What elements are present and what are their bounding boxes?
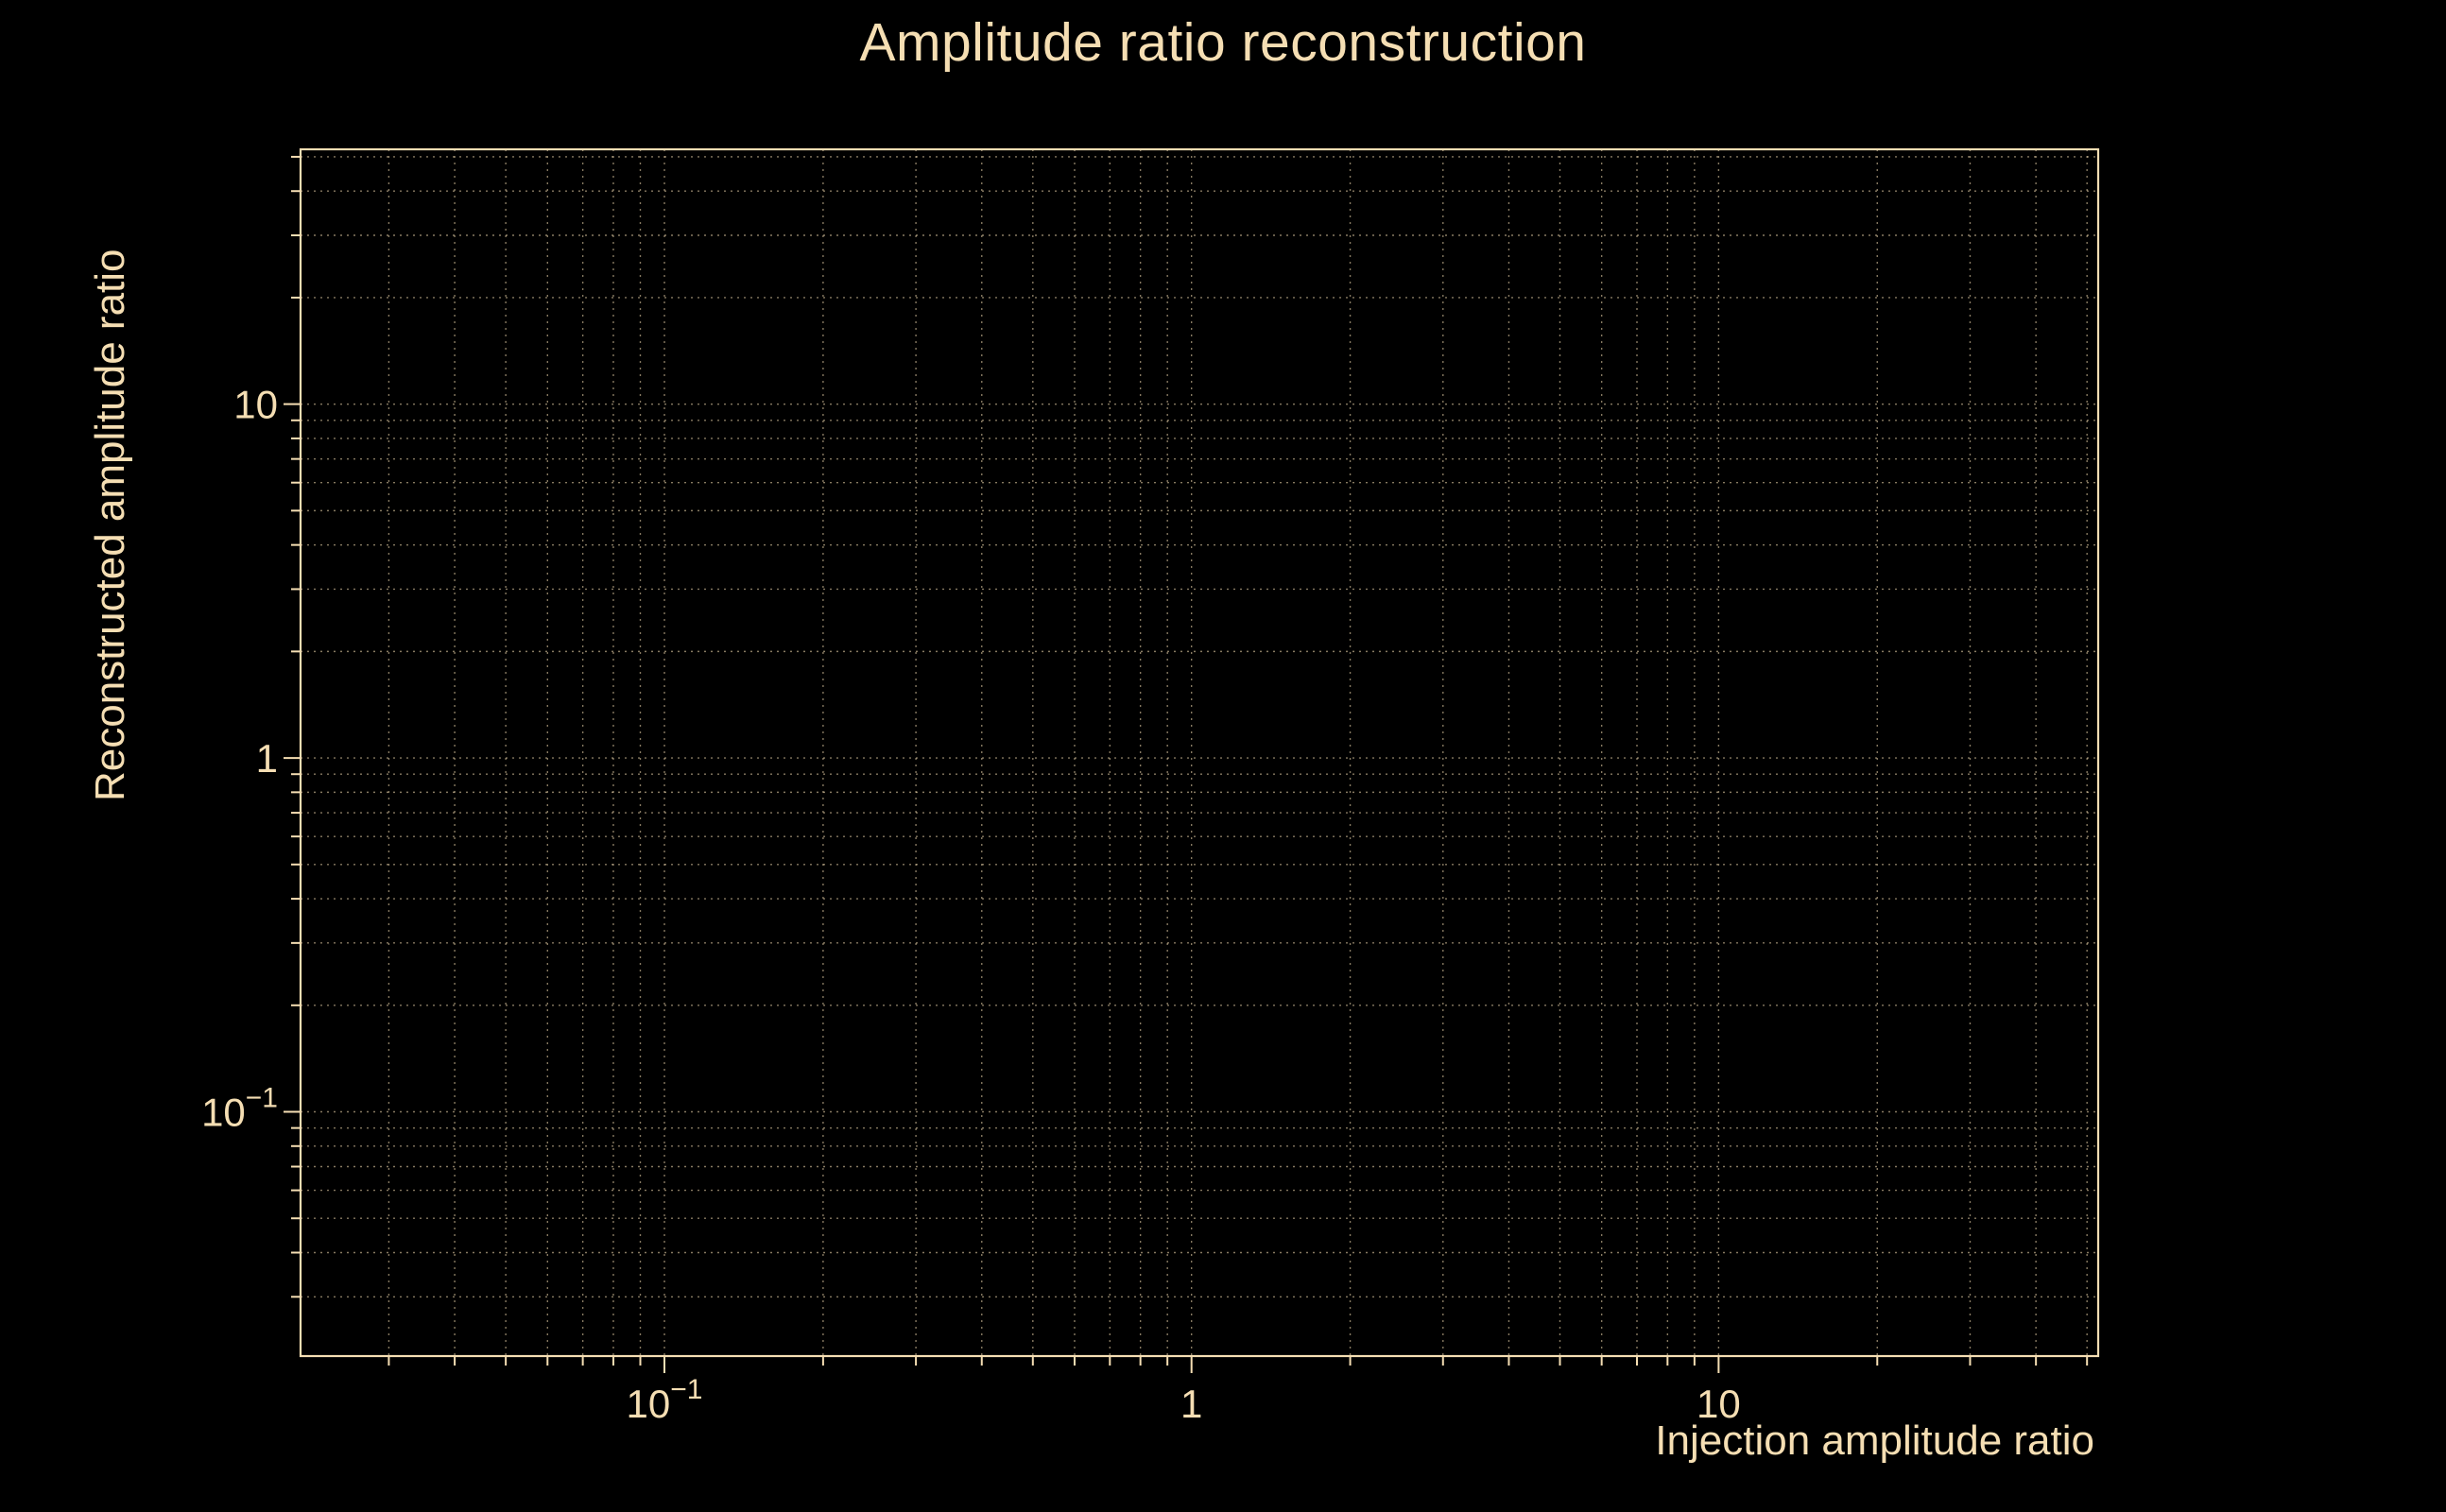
x-tick-label: 10−1 bbox=[627, 1374, 703, 1426]
chart-title: Amplitude ratio reconstruction bbox=[859, 12, 1587, 73]
y-tick-label: 10−1 bbox=[201, 1083, 278, 1135]
plot-frame bbox=[299, 147, 2100, 1358]
x-tick-label: 1 bbox=[1180, 1382, 1202, 1426]
x-axis-title: Injection amplitude ratio bbox=[1655, 1418, 2094, 1464]
y-tick-label: 10 bbox=[233, 383, 278, 427]
x-tick-label: 10 bbox=[1697, 1382, 1741, 1426]
y-tick-label: 1 bbox=[256, 736, 278, 781]
